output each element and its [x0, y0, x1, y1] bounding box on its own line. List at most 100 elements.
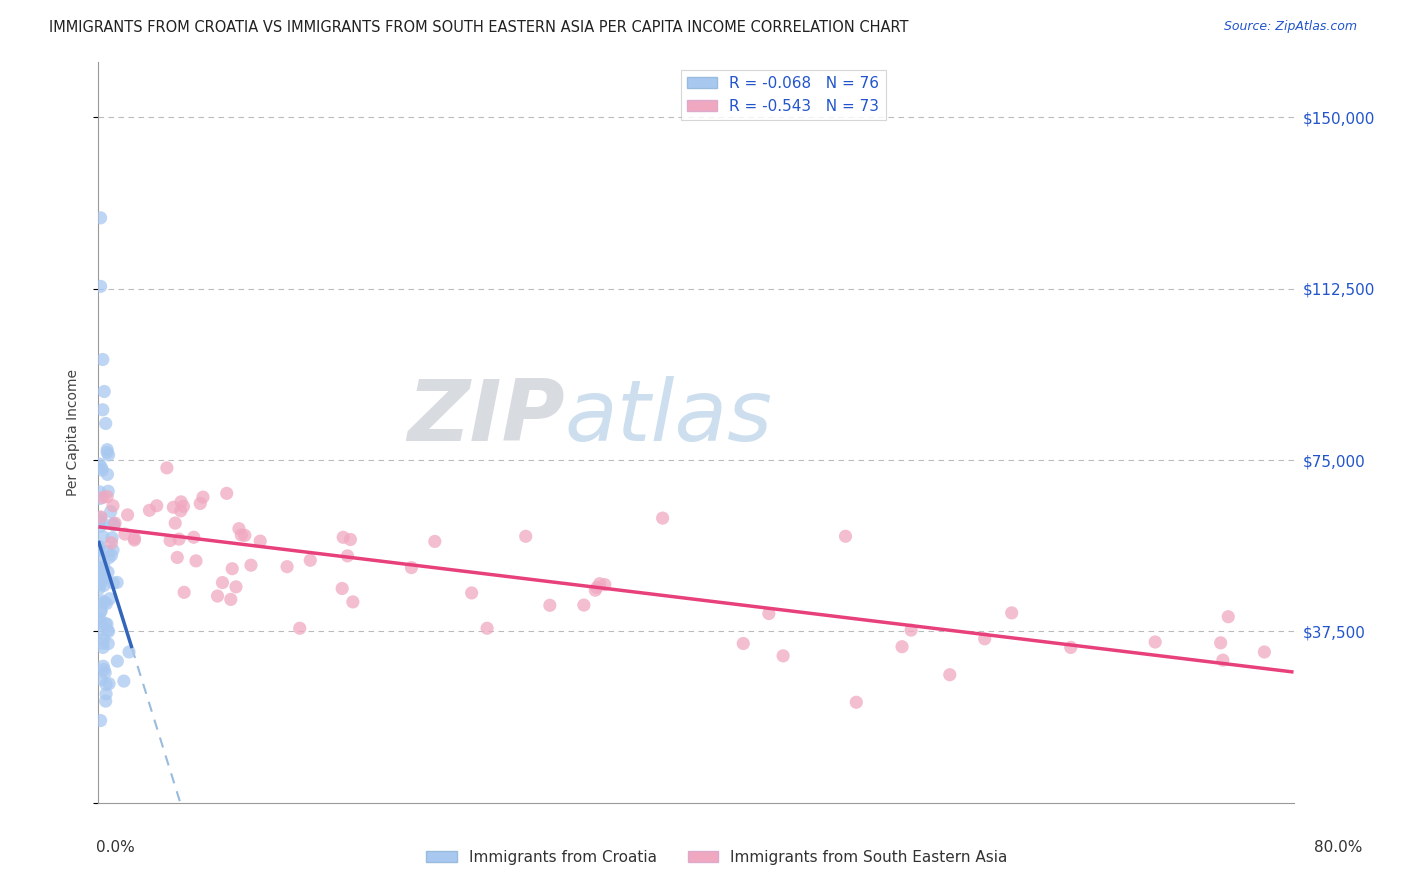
Point — [89, 577, 111, 591]
Point — [219, 592, 242, 607]
Point — [336, 549, 359, 563]
Point — [173, 585, 195, 599]
Point — [96, 445, 118, 459]
Legend: Immigrants from Croatia, Immigrants from South Eastern Asia: Immigrants from Croatia, Immigrants from… — [420, 844, 1014, 871]
Point — [124, 533, 146, 547]
Point — [94, 665, 117, 680]
Point — [207, 589, 229, 603]
Point — [87, 540, 110, 554]
Point — [170, 495, 193, 509]
Point — [342, 595, 364, 609]
Point — [733, 636, 755, 650]
Point — [233, 528, 256, 542]
Point — [221, 562, 243, 576]
Point — [165, 516, 187, 530]
Point — [90, 603, 112, 617]
Point — [1218, 609, 1240, 624]
Point — [100, 505, 122, 519]
Point — [89, 612, 111, 626]
Point — [167, 532, 190, 546]
Point — [423, 534, 446, 549]
Point — [103, 576, 125, 591]
Point — [91, 659, 114, 673]
Point — [1212, 653, 1234, 667]
Point — [184, 554, 207, 568]
Point — [96, 617, 118, 632]
Point — [94, 571, 117, 585]
Text: Source: ZipAtlas.com: Source: ZipAtlas.com — [1223, 20, 1357, 33]
Point — [97, 624, 120, 639]
Point — [90, 574, 112, 589]
Point — [91, 516, 114, 530]
Point — [101, 531, 124, 545]
Point — [159, 533, 181, 548]
Point — [96, 597, 118, 611]
Point — [90, 673, 112, 687]
Point — [1144, 635, 1167, 649]
Point — [170, 504, 193, 518]
Point — [96, 442, 118, 457]
Point — [97, 448, 120, 462]
Point — [215, 486, 238, 500]
Point — [90, 616, 112, 631]
Point — [93, 384, 115, 399]
Text: 80.0%: 80.0% — [1315, 840, 1362, 855]
Point — [89, 510, 111, 524]
Point — [191, 490, 214, 504]
Point — [87, 572, 110, 586]
Point — [162, 500, 184, 515]
Point — [93, 595, 115, 609]
Point — [589, 576, 612, 591]
Point — [90, 510, 112, 524]
Text: atlas: atlas — [565, 376, 772, 459]
Text: IMMIGRANTS FROM CROATIA VS IMMIGRANTS FROM SOUTH EASTERN ASIA PER CAPITA INCOME : IMMIGRANTS FROM CROATIA VS IMMIGRANTS FR… — [49, 20, 908, 35]
Point — [94, 616, 117, 631]
Point — [93, 663, 115, 677]
Point — [89, 484, 111, 499]
Point — [339, 533, 361, 547]
Point — [114, 527, 136, 541]
Point — [973, 632, 995, 646]
Point — [834, 529, 856, 543]
Point — [1001, 606, 1024, 620]
Point — [475, 621, 498, 635]
Text: 0.0%: 0.0% — [96, 840, 135, 855]
Point — [90, 714, 112, 728]
Point — [118, 645, 141, 659]
Point — [87, 624, 110, 639]
Point — [98, 591, 121, 606]
Point — [89, 549, 111, 563]
Point — [101, 543, 124, 558]
Text: ZIP: ZIP — [406, 376, 565, 459]
Point — [96, 467, 118, 482]
Point — [105, 654, 128, 668]
Point — [94, 417, 117, 431]
Point — [593, 577, 616, 591]
Point — [89, 560, 111, 574]
Point — [172, 500, 194, 514]
Point — [89, 581, 111, 595]
Point — [330, 582, 353, 596]
Point — [105, 575, 128, 590]
Point — [98, 676, 121, 690]
Point — [97, 637, 120, 651]
Point — [89, 491, 111, 506]
Point — [845, 695, 868, 709]
Point — [583, 583, 606, 598]
Point — [93, 632, 115, 647]
Point — [276, 559, 298, 574]
Point — [772, 648, 794, 663]
Point — [1209, 636, 1232, 650]
Point — [97, 565, 120, 579]
Point — [332, 530, 354, 544]
Point — [89, 561, 111, 575]
Point — [651, 511, 673, 525]
Point — [145, 499, 167, 513]
Point — [939, 667, 962, 681]
Point — [401, 560, 423, 574]
Point — [90, 565, 112, 579]
Point — [91, 640, 114, 655]
Point — [1253, 645, 1275, 659]
Point — [1060, 640, 1083, 655]
Point — [89, 457, 111, 471]
